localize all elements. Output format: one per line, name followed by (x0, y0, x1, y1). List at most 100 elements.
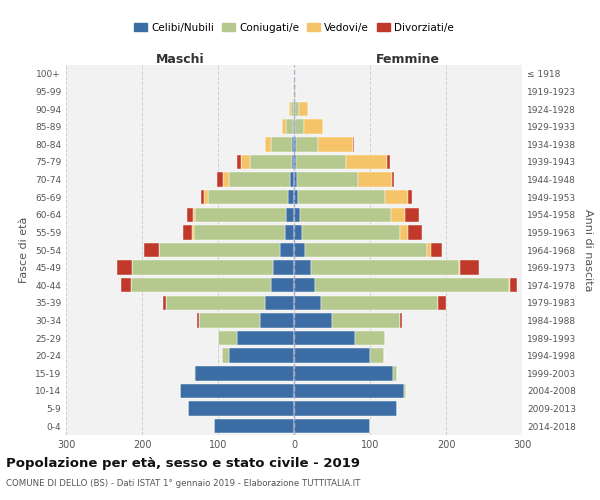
Bar (265, 137, 271, 152)
Bar (132, 260, 273, 275)
Bar (392, 172, 394, 186)
Bar (294, 348, 370, 363)
Bar (166, 296, 265, 310)
Bar (214, 419, 294, 434)
Bar (286, 120, 293, 134)
Bar (199, 314, 260, 328)
Bar (159, 243, 280, 257)
Bar (294, 384, 404, 398)
Bar (250, 154, 292, 169)
Bar (294, 366, 393, 380)
Bar (297, 172, 358, 186)
Bar (332, 314, 400, 328)
Bar (427, 243, 431, 257)
Bar (237, 154, 241, 169)
Bar (271, 278, 294, 292)
Bar (294, 84, 295, 98)
Legend: Celibi/Nubili, Coniugati/e, Vedovi/e, Divorziati/e: Celibi/Nubili, Coniugati/e, Vedovi/e, Di… (130, 18, 458, 36)
Bar (282, 120, 286, 134)
Bar (294, 120, 295, 134)
Bar (121, 278, 131, 292)
Bar (294, 154, 296, 169)
Bar (223, 172, 229, 186)
Bar (293, 120, 294, 134)
Bar (271, 137, 292, 152)
Bar (291, 102, 294, 117)
Bar (197, 314, 199, 328)
Bar (194, 225, 285, 240)
Bar (355, 331, 385, 345)
Bar (294, 419, 370, 434)
Bar (294, 225, 302, 240)
Bar (294, 137, 296, 152)
Bar (509, 278, 510, 292)
Bar (294, 102, 295, 117)
Bar (370, 348, 383, 363)
Bar (404, 384, 406, 398)
Bar (510, 278, 517, 292)
Bar (311, 260, 459, 275)
Bar (143, 243, 159, 257)
Bar (180, 384, 294, 398)
Bar (192, 225, 194, 240)
Bar (294, 208, 300, 222)
Bar (299, 102, 308, 117)
Bar (183, 225, 192, 240)
Bar (294, 172, 297, 186)
Bar (305, 243, 427, 257)
Bar (295, 102, 299, 117)
Bar (292, 154, 294, 169)
Bar (195, 208, 286, 222)
Bar (260, 314, 294, 328)
Bar (296, 154, 346, 169)
Bar (205, 190, 208, 204)
Bar (358, 172, 392, 186)
Bar (292, 137, 294, 152)
Bar (295, 120, 304, 134)
Bar (315, 278, 509, 292)
Text: Popolazione per età, sesso e stato civile - 2019: Popolazione per età, sesso e stato civil… (6, 458, 360, 470)
Bar (131, 278, 271, 292)
Bar (195, 366, 294, 380)
Bar (294, 243, 305, 257)
Text: Maschi: Maschi (155, 53, 205, 66)
Bar (320, 296, 439, 310)
Y-axis label: Anni di nascita: Anni di nascita (583, 209, 593, 291)
Bar (193, 208, 195, 222)
Bar (229, 172, 290, 186)
Bar (188, 402, 294, 416)
Bar (295, 84, 296, 98)
Bar (222, 348, 229, 363)
Bar (187, 208, 193, 222)
Y-axis label: Fasce di età: Fasce di età (19, 217, 29, 283)
Bar (439, 296, 446, 310)
Bar (294, 260, 311, 275)
Bar (391, 208, 405, 222)
Bar (319, 137, 353, 152)
Bar (237, 331, 294, 345)
Bar (285, 225, 294, 240)
Bar (459, 260, 460, 275)
Bar (296, 137, 319, 152)
Bar (294, 190, 298, 204)
Bar (293, 84, 294, 98)
Bar (294, 296, 320, 310)
Bar (346, 154, 388, 169)
Bar (294, 278, 315, 292)
Bar (273, 260, 294, 275)
Bar (302, 225, 400, 240)
Bar (400, 225, 408, 240)
Bar (229, 348, 294, 363)
Bar (294, 314, 332, 328)
Bar (298, 190, 385, 204)
Bar (289, 102, 291, 117)
Bar (408, 225, 422, 240)
Bar (294, 402, 397, 416)
Bar (200, 190, 205, 204)
Bar (460, 260, 479, 275)
Bar (218, 331, 237, 345)
Bar (286, 208, 294, 222)
Bar (353, 137, 354, 152)
Bar (393, 366, 397, 380)
Bar (388, 154, 390, 169)
